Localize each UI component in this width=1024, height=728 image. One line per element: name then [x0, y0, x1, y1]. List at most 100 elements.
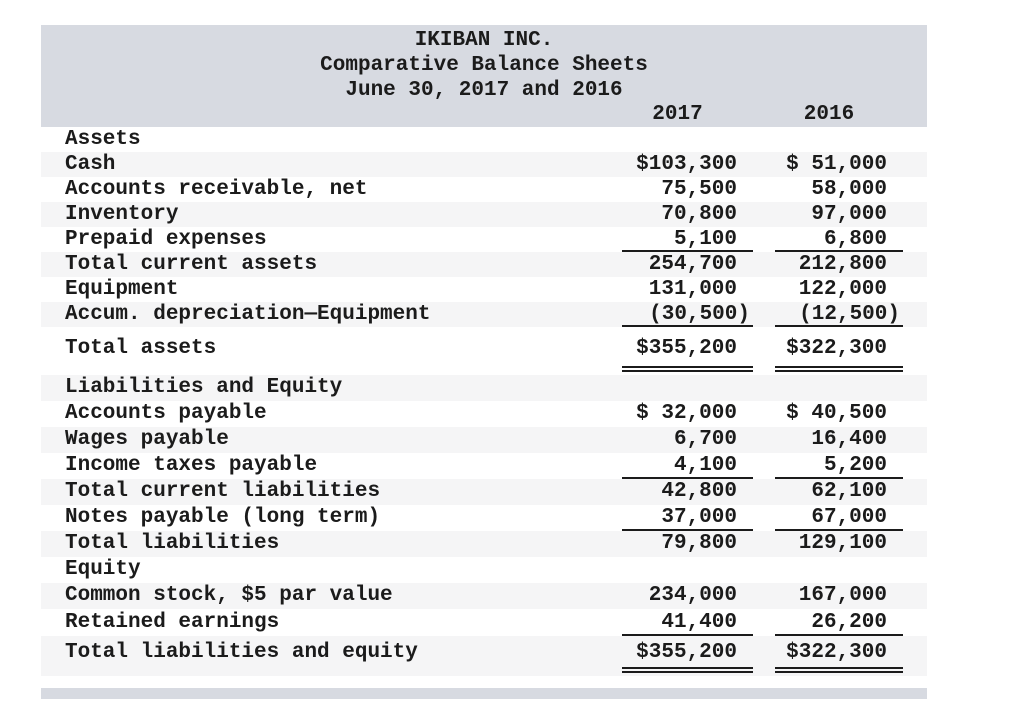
row-accounts-receivable: Accounts receivable, net 75,500 58,000: [41, 177, 927, 202]
value-2016: $322,300: [775, 636, 903, 676]
value-2016: 16,400: [811, 428, 887, 451]
value-2017: 79,800: [661, 532, 737, 555]
year-column-2016: 2016: [803, 103, 855, 126]
account-label: Inventory: [65, 203, 179, 226]
account-label: Accounts payable: [65, 402, 267, 425]
column-gap: [753, 327, 775, 375]
column-gap: [753, 636, 775, 676]
row-total-liabilities-and-equity: Total liabilities and equity $355,200 $3…: [41, 636, 927, 676]
footer-bar: [41, 688, 927, 699]
value-2017: (30,500): [622, 302, 753, 327]
value-2017: $ 32,000: [636, 402, 737, 425]
value-2016: 58,000: [811, 178, 887, 201]
account-label: Retained earnings: [65, 611, 280, 634]
account-label: Common stock, $5 par value: [65, 584, 393, 607]
row-wages-payable: Wages payable 6,700 16,400: [41, 427, 927, 453]
column-gap: [753, 375, 775, 401]
row-income-taxes-payable: Income taxes payable 4,100 5,200: [41, 453, 927, 479]
account-label: Notes payable (long term): [65, 506, 381, 529]
value-2017: 5,100: [622, 227, 753, 252]
column-gap: [753, 103, 775, 127]
value-2017: 42,800: [661, 480, 737, 503]
value-2017: [622, 127, 753, 152]
value-2016: 167,000: [798, 584, 887, 607]
value-2017: $355,200: [622, 636, 753, 676]
value-2016: 62,100: [811, 480, 887, 503]
column-gap: [753, 531, 775, 557]
balance-sheet: IKIBAN INC. Comparative Balance Sheets J…: [41, 25, 927, 676]
row-total-current-assets: Total current assets 254,700 212,800: [41, 252, 927, 277]
value-2017: 6,700: [673, 428, 737, 451]
report-period: June 30, 2017 and 2016: [345, 79, 623, 102]
value-2017: [622, 557, 753, 583]
row-total-liabilities: Total liabilities 79,800 129,100: [41, 531, 927, 557]
column-gap: [753, 557, 775, 583]
column-gap: [753, 453, 775, 479]
value-2017: $103,300: [636, 153, 737, 176]
row-notes-payable: Notes payable (long term) 37,000 67,000: [41, 505, 927, 531]
value-2016: (12,500): [775, 302, 903, 327]
value-2016: $322,300: [775, 327, 903, 375]
value-2016: 26,200: [775, 609, 903, 636]
column-gap: [753, 202, 775, 227]
row-retained-earnings: Retained earnings 41,400 26,200: [41, 609, 927, 636]
row-common-stock: Common stock, $5 par value 234,000 167,0…: [41, 583, 927, 609]
value-2016: 5,200: [775, 453, 903, 479]
column-gap: [753, 401, 775, 427]
section-label: Liabilities and Equity: [65, 376, 343, 399]
value-2016: 67,000: [775, 505, 903, 531]
company-name: IKIBAN INC.: [414, 29, 554, 52]
account-label: Total liabilities and equity: [65, 641, 418, 664]
value-2017: 75,500: [661, 178, 737, 201]
account-label: Wages payable: [65, 428, 229, 451]
value-2016: [775, 127, 903, 152]
column-gap: [753, 583, 775, 609]
account-label: Total assets: [65, 337, 217, 360]
account-label: Cash: [65, 153, 116, 176]
value-2017: 131,000: [648, 278, 737, 301]
row-accum-depreciation: Accum. depreciation—Equipment (30,500) (…: [41, 302, 927, 327]
section-row-assets: Assets: [41, 127, 927, 152]
section-label: Assets: [65, 128, 141, 151]
value-2016: $ 40,500: [786, 402, 887, 425]
column-gap: [753, 609, 775, 636]
value-2016: 97,000: [811, 203, 887, 226]
column-gap: [753, 252, 775, 277]
column-gap: [753, 302, 775, 327]
account-label: Prepaid expenses: [65, 228, 267, 251]
column-gap: [753, 277, 775, 302]
account-label: Total liabilities: [65, 532, 280, 555]
year-header-row: 2017 2016: [41, 103, 927, 127]
account-label: Total current assets: [65, 253, 318, 276]
value-2017: 70,800: [661, 203, 737, 226]
value-2016: 212,800: [798, 253, 887, 276]
value-2016: 122,000: [798, 278, 887, 301]
value-2017: 37,000: [622, 505, 753, 531]
year-header-spacer: [41, 103, 622, 127]
column-gap: [753, 152, 775, 177]
value-2016: [775, 557, 903, 583]
account-label: Accounts receivable, net: [65, 178, 368, 201]
column-gap: [753, 427, 775, 453]
account-label: Equipment: [65, 278, 179, 301]
value-2017: 41,400: [622, 609, 753, 636]
section-row-equity: Equity: [41, 557, 927, 583]
column-gap: [753, 505, 775, 531]
row-total-assets: Total assets $355,200 $322,300: [41, 327, 927, 375]
row-prepaid-expenses: Prepaid expenses 5,100 6,800: [41, 227, 927, 252]
row-accounts-payable: Accounts payable $ 32,000 $ 40,500: [41, 401, 927, 427]
row-equipment: Equipment 131,000 122,000: [41, 277, 927, 302]
value-2017: [622, 375, 753, 401]
value-2017: 234,000: [648, 584, 737, 607]
value-2017: $355,200: [622, 327, 753, 375]
section-label: Equity: [65, 558, 141, 581]
column-gap: [753, 127, 775, 152]
value-2016: [775, 375, 903, 401]
column-gap: [753, 227, 775, 252]
value-2016: 6,800: [775, 227, 903, 252]
header-panel: IKIBAN INC. Comparative Balance Sheets J…: [41, 25, 927, 127]
row-inventory: Inventory 70,800 97,000: [41, 202, 927, 227]
value-2017: 4,100: [622, 453, 753, 479]
column-gap: [753, 479, 775, 505]
account-label: Accum. depreciation—Equipment: [65, 303, 431, 326]
